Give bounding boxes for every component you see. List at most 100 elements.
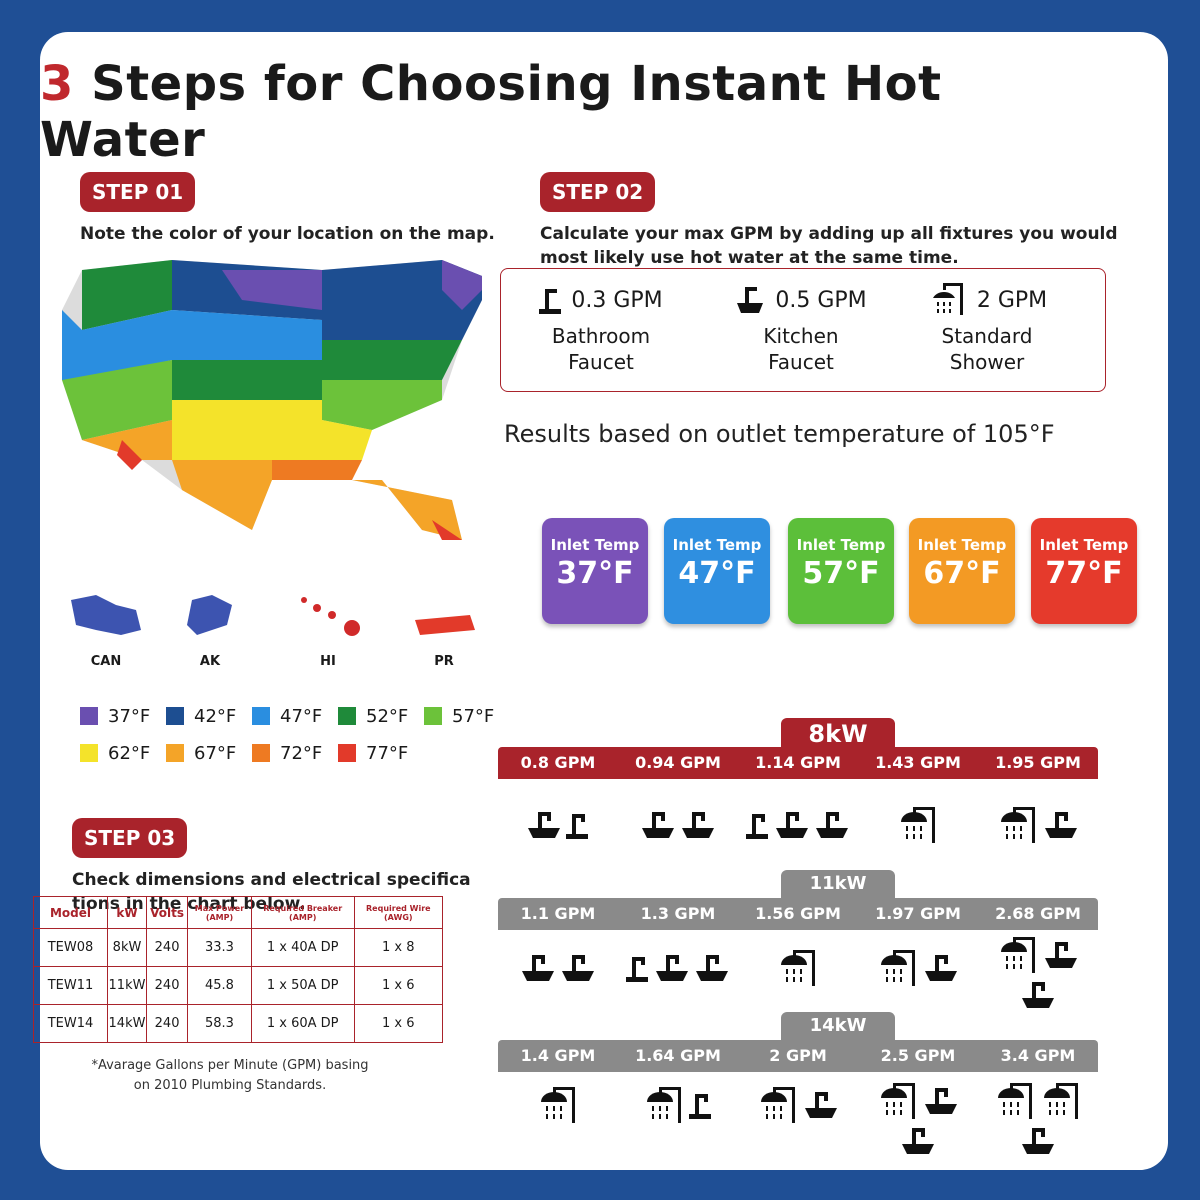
kitchen-faucet-icon — [1043, 940, 1079, 970]
fixture-name-line1: Kitchen — [763, 324, 839, 348]
tier-11kw-icons — [498, 934, 1098, 1008]
fixture-bathroom-faucet: 0.3 GPM Bathroom Faucet — [511, 283, 691, 375]
cell-breaker: 1 x 60A DP — [250, 1004, 355, 1043]
legend-swatch — [80, 707, 98, 725]
cell-kw: 14kW — [106, 1004, 148, 1043]
fixture-kitchen-faucet: 0.5 GPM Kitchen Faucet — [711, 283, 891, 375]
kitchen-faucet-icon — [1043, 810, 1079, 840]
cell-wire: 1 x 6 — [353, 1004, 444, 1043]
inlet-temp-card: Inlet Temp 67°F — [909, 518, 1015, 624]
inlet-temp-value: 47°F — [678, 556, 756, 591]
fixture-name: Bathroom Faucet — [511, 323, 691, 375]
legend-item: 57°F — [424, 705, 494, 727]
tier-gpm: 0.8 GPM — [520, 753, 596, 772]
table-row: TEW11 11kW 240 45.8 1 x 50A DP 1 x 6 — [33, 966, 444, 1005]
step-02-badge: STEP 02 — [540, 172, 656, 212]
tier-gpm: 1.3 GPM — [640, 904, 716, 923]
cell-max-power: 58.3 — [187, 1004, 252, 1043]
fixtures-box: 0.3 GPM Bathroom Faucet 0.5 GPM Kitchen … — [500, 268, 1106, 392]
tier-gpm: 2.68 GPM — [995, 904, 1081, 923]
footnote-line2: on 2010 Plumbing Standards. — [133, 1078, 327, 1093]
region-desert — [117, 440, 142, 470]
step-02-instruction: Calculate your max GPM by adding up all … — [540, 222, 1118, 270]
fixture-name: Standard Shower — [897, 323, 1077, 375]
fixture-gpm: 0.5 GPM — [711, 283, 891, 317]
kitchen-faucet-icon — [560, 953, 596, 983]
tier-gpm: 1.1 GPM — [520, 904, 596, 923]
kitchen-faucet-icon — [737, 287, 764, 313]
legend-swatch — [338, 744, 356, 762]
legend-item: 62°F — [80, 742, 150, 764]
shower-icon — [777, 947, 819, 989]
bathroom-faucet-icon — [746, 810, 770, 840]
cell-breaker: 1 x 50A DP — [250, 966, 355, 1005]
cell-breaker: 1 x 40A DP — [250, 928, 355, 967]
fixture-gpm-value: 2 GPM — [976, 287, 1048, 313]
kitchen-faucet-icon — [900, 1126, 936, 1156]
puerto-rico-map — [415, 615, 475, 635]
footnote: *Avarage Gallons per Minute (GPM) basing… — [60, 1056, 400, 1096]
kitchen-faucet-icon — [680, 810, 716, 840]
region-nw — [82, 260, 172, 330]
region-maine — [442, 260, 482, 310]
region-north-cold — [222, 270, 322, 310]
shower-icon — [997, 934, 1039, 976]
region-texas — [172, 460, 272, 530]
tier-gpm: 1.64 GPM — [635, 1046, 721, 1065]
bathroom-faucet-icon — [566, 810, 590, 840]
combo-cell — [858, 934, 978, 1002]
kitchen-faucet-icon — [520, 953, 556, 983]
title-text: Steps for Choosing Instant Hot Water — [40, 56, 942, 168]
results-note: Results based on outlet temperature of 1… — [504, 420, 1055, 448]
bathroom-faucet-icon — [626, 953, 650, 983]
bathroom-faucet-icon — [539, 289, 562, 314]
step-01-badge: STEP 01 — [80, 172, 196, 212]
region-southern-california — [82, 420, 172, 460]
legend-label: 77°F — [366, 742, 409, 764]
cell-max-power: 33.3 — [187, 928, 252, 967]
shower-icon — [932, 283, 963, 315]
cell-model: TEW11 — [33, 966, 108, 1005]
cell-volts: 240 — [146, 928, 189, 967]
legend-label: 72°F — [280, 742, 323, 764]
inlet-temp-value: 67°F — [923, 556, 1001, 591]
combo-cell — [978, 790, 1098, 860]
kitchen-faucet-icon — [923, 953, 959, 983]
legend-item: 42°F — [166, 705, 236, 727]
combo-cell — [498, 1080, 618, 1130]
spec-table-header-row: Model kW Volts Max Power (AMP) Required … — [33, 896, 444, 929]
step-02-instruction-line2: most likely use hot water at the same ti… — [540, 248, 959, 268]
step-01-instruction: Note the color of your location on the m… — [80, 224, 495, 244]
hawaii-map — [301, 597, 360, 636]
inlet-temp-value: 77°F — [1045, 556, 1123, 591]
kitchen-faucet-icon — [1020, 980, 1056, 1010]
step-03-instruction-line1: Check dimensions and electrical specific… — [72, 870, 471, 890]
legend-swatch — [252, 744, 270, 762]
fixture-name: Kitchen Faucet — [711, 323, 891, 375]
tier-14kw-tab: 14kW — [781, 1012, 895, 1040]
inlet-temp-card: Inlet Temp 57°F — [788, 518, 894, 624]
tier-gpm: 2 GPM — [769, 1046, 827, 1065]
kitchen-faucet-icon — [654, 953, 690, 983]
table-row: TEW08 8kW 240 33.3 1 x 40A DP 1 x 8 — [33, 928, 444, 967]
tier-gpm: 3.4 GPM — [1000, 1046, 1076, 1065]
alaska-map — [187, 595, 232, 635]
fixture-name-line2: Faucet — [568, 350, 634, 374]
legend-swatch — [252, 707, 270, 725]
inlet-temp-label: Inlet Temp — [917, 536, 1007, 554]
region-southwest-north — [62, 360, 172, 440]
territory-label-hi: HI — [320, 654, 336, 669]
page-title: 3 Steps for Choosing Instant Hot Water — [40, 56, 1120, 168]
step-03-badge: STEP 03 — [72, 818, 188, 858]
combo-cell — [738, 934, 858, 1002]
tier-11kw-bar: 1.1 GPM 1.3 GPM 1.56 GPM 1.97 GPM 2.68 G… — [498, 898, 1098, 930]
combo-cell — [978, 1080, 1098, 1154]
legend-item: 67°F — [166, 742, 236, 764]
shower-icon — [643, 1084, 685, 1126]
legend-label: 62°F — [108, 742, 151, 764]
spec-header-volts: Volts — [146, 896, 189, 929]
legend-label: 57°F — [452, 705, 495, 727]
combo-cell — [858, 1080, 978, 1154]
tier-8kw-tab: 8kW — [781, 718, 895, 750]
region-gulf-coast — [272, 460, 362, 480]
